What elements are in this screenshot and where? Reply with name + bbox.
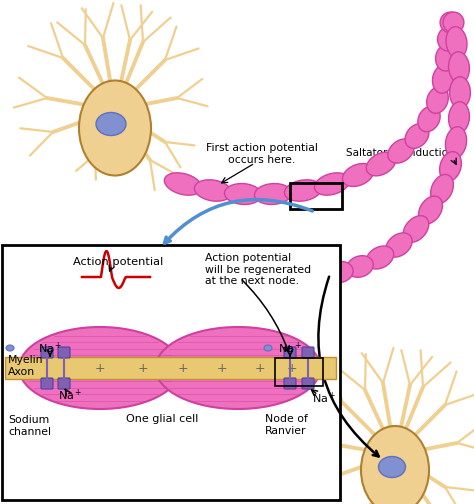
Ellipse shape: [327, 262, 353, 283]
FancyBboxPatch shape: [302, 347, 314, 358]
Ellipse shape: [284, 180, 321, 201]
FancyBboxPatch shape: [58, 347, 70, 358]
Ellipse shape: [155, 327, 320, 409]
Bar: [275, 358, 323, 386]
Ellipse shape: [427, 87, 448, 113]
Ellipse shape: [403, 216, 429, 242]
FancyBboxPatch shape: [284, 347, 296, 358]
Ellipse shape: [96, 112, 126, 136]
Text: +: +: [255, 362, 265, 375]
Ellipse shape: [405, 123, 429, 148]
Ellipse shape: [439, 152, 461, 181]
Ellipse shape: [342, 163, 374, 186]
Ellipse shape: [366, 152, 396, 176]
Ellipse shape: [79, 81, 151, 175]
Ellipse shape: [379, 457, 405, 477]
Bar: [5, 357, 336, 379]
Ellipse shape: [366, 246, 394, 269]
Text: +: +: [287, 362, 297, 375]
Ellipse shape: [264, 345, 272, 351]
Text: Na$^+$: Na$^+$: [58, 388, 82, 403]
Ellipse shape: [432, 65, 454, 93]
Ellipse shape: [446, 127, 466, 158]
Ellipse shape: [314, 173, 349, 195]
Ellipse shape: [446, 27, 467, 58]
FancyBboxPatch shape: [41, 347, 53, 358]
Text: Myelin: Myelin: [8, 355, 44, 365]
Ellipse shape: [361, 426, 429, 504]
Ellipse shape: [419, 196, 443, 224]
Text: One glial cell: One glial cell: [126, 414, 198, 424]
Ellipse shape: [6, 345, 14, 351]
Ellipse shape: [194, 180, 232, 201]
Ellipse shape: [388, 139, 414, 163]
Text: Na$^+$: Na$^+$: [38, 340, 62, 356]
Ellipse shape: [418, 106, 440, 132]
Ellipse shape: [19, 327, 181, 409]
Text: +: +: [217, 362, 228, 375]
FancyBboxPatch shape: [284, 378, 296, 389]
Text: +: +: [178, 362, 188, 375]
Ellipse shape: [450, 77, 470, 108]
Bar: [2, 245, 340, 500]
Ellipse shape: [448, 52, 469, 83]
Ellipse shape: [438, 27, 458, 51]
Ellipse shape: [386, 233, 412, 257]
Text: Action potential
will be regenerated
at the next node.: Action potential will be regenerated at …: [205, 253, 311, 286]
Text: Axon: Axon: [8, 367, 35, 377]
Ellipse shape: [164, 173, 201, 195]
Ellipse shape: [346, 256, 374, 277]
Text: Sodium
channel: Sodium channel: [8, 415, 51, 436]
Text: +: +: [95, 362, 105, 375]
Text: Saltatory conduction: Saltatory conduction: [346, 148, 455, 158]
Text: Action potential: Action potential: [73, 257, 163, 267]
Ellipse shape: [430, 174, 454, 204]
Ellipse shape: [448, 102, 469, 133]
Text: Na$^+$: Na$^+$: [312, 391, 336, 406]
Ellipse shape: [440, 12, 461, 33]
Ellipse shape: [436, 45, 456, 71]
FancyBboxPatch shape: [302, 378, 314, 389]
Ellipse shape: [443, 12, 464, 33]
FancyBboxPatch shape: [58, 378, 70, 389]
Text: Node of
Ranvier: Node of Ranvier: [265, 414, 308, 435]
Ellipse shape: [225, 183, 262, 205]
Bar: [290, 183, 342, 209]
Text: First action potential
occurs here.: First action potential occurs here.: [206, 143, 318, 165]
Ellipse shape: [255, 183, 292, 205]
Text: Na$^+$: Na$^+$: [278, 340, 302, 356]
Text: +: +: [137, 362, 148, 375]
FancyBboxPatch shape: [41, 378, 53, 389]
